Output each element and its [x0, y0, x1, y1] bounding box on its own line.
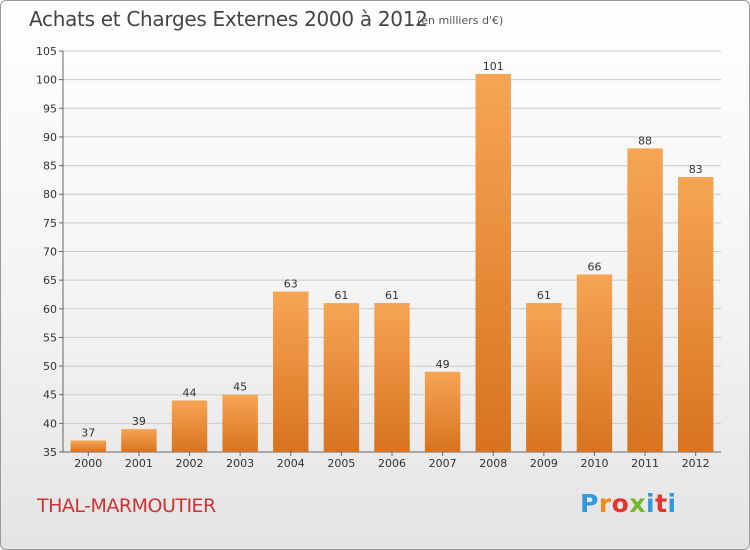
- bar-2012[interactable]: [677, 177, 714, 452]
- y-tick-label: 85: [43, 160, 57, 173]
- x-tick-label-2001: 2001: [125, 457, 153, 470]
- x-tick-label-2006: 2006: [378, 457, 406, 470]
- bar-2007[interactable]: [424, 371, 461, 452]
- x-tick-label-2005: 2005: [327, 457, 355, 470]
- y-tick-label: 60: [43, 303, 57, 316]
- value-label-2011: 88: [638, 134, 652, 147]
- value-label-2003: 45: [233, 381, 247, 394]
- chart-title: Achats et Charges Externes 2000 à 2012: [29, 7, 428, 31]
- y-tick-label: 70: [43, 246, 57, 259]
- bar-2011[interactable]: [627, 148, 663, 452]
- x-tick-label-2000: 2000: [74, 457, 102, 470]
- y-tick-label: 90: [43, 131, 57, 144]
- y-tick-label: 80: [43, 188, 57, 201]
- value-label-2005: 61: [334, 289, 348, 302]
- bar-2005[interactable]: [323, 303, 360, 452]
- value-label-2001: 39: [132, 415, 146, 428]
- value-label-2006: 61: [385, 289, 399, 302]
- y-tick-label: 50: [43, 360, 57, 373]
- bar-2003[interactable]: [222, 394, 258, 452]
- y-tick-label: 75: [43, 217, 57, 230]
- bar-2001[interactable]: [121, 429, 157, 452]
- x-tick-label-2002: 2002: [176, 457, 204, 470]
- value-label-2007: 49: [436, 358, 450, 371]
- bar-2008[interactable]: [475, 73, 511, 453]
- bar-2002[interactable]: [171, 400, 208, 452]
- chart-subtitle: (en milliers d'€): [417, 14, 504, 27]
- proxiti-logo[interactable]: Proxiti: [580, 489, 677, 518]
- x-tick-label-2007: 2007: [429, 457, 457, 470]
- y-tick-label: 40: [43, 417, 57, 430]
- x-tick-label-2012: 2012: [682, 457, 710, 470]
- x-tick-label-2009: 2009: [530, 457, 558, 470]
- value-label-2010: 66: [587, 260, 601, 273]
- value-label-2004: 63: [284, 278, 298, 291]
- x-tick-label-2008: 2008: [479, 457, 507, 470]
- y-tick-label: 65: [43, 274, 57, 287]
- commune-name: THAL-MARMOUTIER: [37, 495, 216, 517]
- value-label-2008: 101: [483, 60, 504, 73]
- y-tick-label: 35: [43, 446, 57, 459]
- bar-2010[interactable]: [576, 274, 613, 452]
- value-label-2012: 83: [689, 163, 703, 176]
- y-tick-label: 45: [43, 389, 57, 402]
- value-label-2009: 61: [537, 289, 551, 302]
- x-tick-label-2011: 2011: [631, 457, 659, 470]
- x-tick-label-2003: 2003: [226, 457, 254, 470]
- value-label-2000: 37: [81, 427, 95, 440]
- bar-2009[interactable]: [526, 303, 562, 452]
- x-tick-label-2010: 2010: [580, 457, 608, 470]
- y-tick-label: 95: [43, 102, 57, 115]
- labels: 35 40 45 50 55 60 65 70 75 80 85 90 95 100 105 37 2000 39…: [36, 45, 710, 470]
- y-tick-label: 100: [36, 74, 57, 87]
- y-tick-label: 105: [36, 45, 57, 58]
- bar-2004[interactable]: [273, 291, 309, 452]
- bars: [70, 73, 714, 453]
- value-label-2002: 44: [183, 386, 197, 399]
- x-tick-label-2004: 2004: [277, 457, 305, 470]
- bar-2000[interactable]: [70, 440, 107, 452]
- bar-2006[interactable]: [374, 303, 410, 452]
- y-tick-label: 55: [43, 331, 57, 344]
